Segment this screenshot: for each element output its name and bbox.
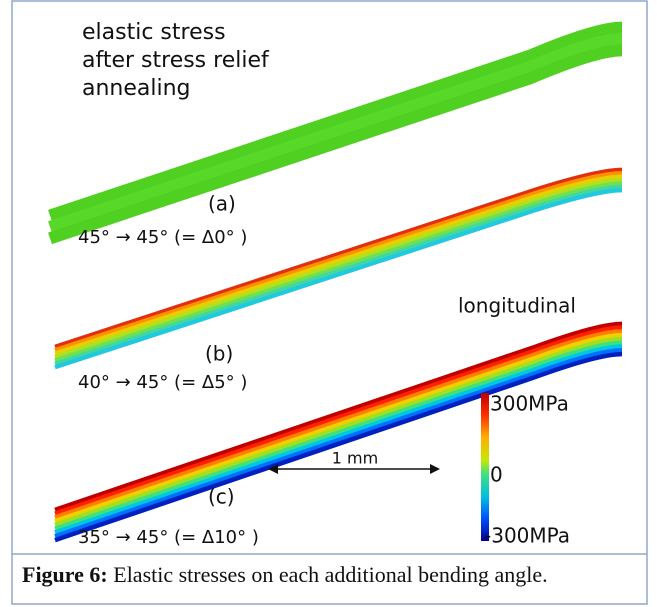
colorbar-label: 0 bbox=[490, 463, 503, 487]
beam-layer bbox=[54, 171, 623, 353]
panel-angles: 45° → 45° (= Δ0° ) bbox=[78, 227, 247, 248]
title-line: after stress relief bbox=[82, 48, 270, 73]
caption: Figure 6: Elastic stresses on each addit… bbox=[22, 562, 652, 588]
beam-layer bbox=[54, 188, 623, 370]
beam-layer bbox=[54, 329, 623, 520]
panel-label: (a) bbox=[208, 192, 236, 216]
beam-layer bbox=[54, 348, 623, 539]
beams bbox=[48, 21, 623, 543]
beam-layer bbox=[48, 32, 623, 233]
colorbar bbox=[481, 393, 489, 541]
beam-layer bbox=[54, 344, 623, 535]
beam-layer bbox=[54, 181, 623, 363]
beam-layer bbox=[54, 332, 623, 524]
colorbar-label: 300MPa bbox=[490, 392, 569, 416]
beam-layer bbox=[54, 325, 623, 516]
title-line: elastic stress bbox=[82, 20, 226, 45]
beam-layer bbox=[54, 336, 623, 528]
caption-label: Figure 6: bbox=[22, 562, 108, 587]
beam-layer bbox=[54, 184, 623, 366]
beam-layer bbox=[48, 44, 623, 245]
beam-layer bbox=[54, 174, 623, 356]
colorbar-label: -300MPa bbox=[484, 524, 570, 548]
beam-layer bbox=[54, 177, 623, 360]
stress-component: longitudinal bbox=[458, 294, 576, 318]
title-line: annealing bbox=[82, 76, 191, 101]
beam-layer bbox=[54, 340, 623, 531]
beam-layer bbox=[54, 321, 623, 513]
panel-label: (b) bbox=[205, 342, 233, 366]
beam-layer bbox=[54, 351, 623, 543]
scale-bar-label: 1 mm bbox=[332, 449, 378, 468]
panel-angles: 35° → 45° (= Δ10° ) bbox=[78, 527, 259, 548]
caption-text: Elastic stresses on each additional bend… bbox=[113, 562, 548, 587]
panel-angles: 40° → 45° (= Δ5° ) bbox=[78, 372, 247, 393]
beam-layer bbox=[54, 167, 623, 349]
figure-border bbox=[11, 0, 648, 605]
beam-layer bbox=[48, 21, 623, 222]
panel-label: (c) bbox=[208, 485, 235, 509]
